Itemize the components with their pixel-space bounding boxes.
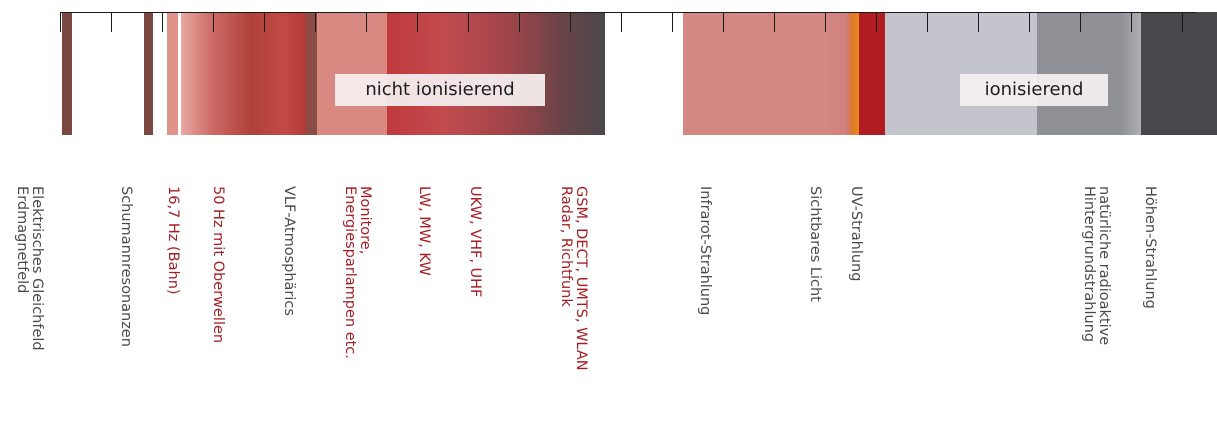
label-gsm: GSM, DECT, UMTS, WLAN Radar, Richtfunk <box>558 186 589 371</box>
tag-ionisierend: ionisierend <box>960 74 1108 106</box>
band-radio <box>387 12 605 135</box>
axis-tick <box>468 12 469 32</box>
axis-tick <box>417 12 418 32</box>
axis-tick <box>825 12 826 32</box>
axis-tick <box>162 12 163 32</box>
label-radioaktiv: natürliche radioaktive Hintergrundstrahl… <box>1081 186 1112 346</box>
axis-tick <box>774 12 775 32</box>
band-gleichfeld <box>62 12 72 135</box>
band-infrarot <box>683 12 851 135</box>
axis-tick <box>264 12 265 32</box>
axis-tick <box>366 12 367 32</box>
label-hoehen: Höhen-Strahlung <box>1142 186 1158 309</box>
band-gamma <box>1037 12 1141 135</box>
axis-tick <box>1080 12 1081 32</box>
axis-tick <box>213 12 214 32</box>
band-monitore <box>317 12 387 135</box>
label-bahn: 16,7 Hz (Bahn) <box>165 186 181 295</box>
axis-tick <box>570 12 571 32</box>
frequency-axis <box>60 12 1196 13</box>
label-gleichfeld: Elektrisches Gleichfeld Erdmagnetfeld <box>14 186 45 351</box>
band-licht <box>847 12 859 135</box>
band-roentgen <box>885 12 1037 135</box>
axis-tick <box>1131 12 1132 32</box>
label-uv: UV-Strahlung <box>848 186 864 282</box>
axis-tick <box>621 12 622 32</box>
tag-nicht-ionisierend: nicht ionisierend <box>335 74 545 106</box>
axis-tick <box>111 12 112 32</box>
axis-tick <box>1029 12 1030 32</box>
label-schumann: Schumannresonanzen <box>118 186 134 347</box>
label-lw-mw-kw: LW, MW, KW <box>416 186 432 276</box>
label-infrarot: Infrarot-Strahlung <box>697 186 713 316</box>
band-uv <box>859 12 885 135</box>
band-oberwellen <box>181 12 309 135</box>
axis-tick <box>1182 12 1183 32</box>
axis-tick <box>672 12 673 32</box>
axis-tick <box>315 12 316 32</box>
label-ukw: UKW, VHF, UHF <box>467 186 483 298</box>
label-oberwellen: 50 Hz mit Oberwellen <box>210 186 226 344</box>
label-monitore: Monitore, Energiesparlampen etc. <box>342 186 373 359</box>
axis-tick <box>978 12 979 32</box>
label-licht: Sichtbares Licht <box>807 186 823 302</box>
axis-tick <box>723 12 724 32</box>
axis-tick <box>519 12 520 32</box>
axis-tick <box>876 12 877 32</box>
band-schumann <box>144 12 153 135</box>
axis-tick <box>927 12 928 32</box>
band-bahn <box>167 12 178 135</box>
axis-tick <box>60 12 61 32</box>
label-vlf: VLF-Atmosphärics <box>281 186 297 316</box>
band-hoehen <box>1141 12 1217 135</box>
band-vlf <box>306 12 317 135</box>
